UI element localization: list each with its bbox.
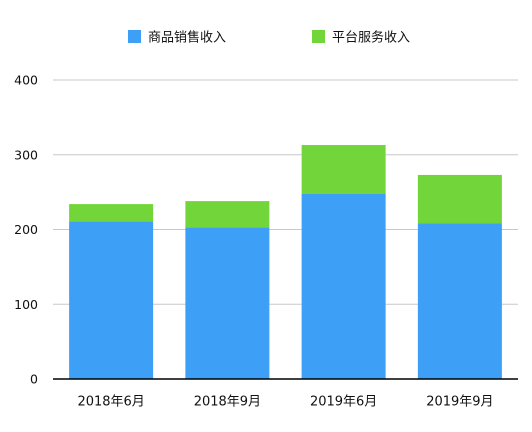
legend-label: 商品销售收入 [148, 30, 226, 46]
bar-group [301, 145, 386, 379]
x-tick-label: 2019年9月 [426, 395, 493, 410]
bar-segment-series-2 [417, 174, 502, 224]
y-tick-label: 100 [14, 297, 38, 312]
bar-group [185, 201, 270, 379]
y-tick-label: 200 [14, 222, 38, 237]
bar-group [69, 204, 154, 379]
bar-group [417, 174, 502, 379]
legend-item-2: 平台服务收入 [312, 30, 410, 46]
bar-segment-series-2 [185, 201, 270, 228]
bar-segment-series-1 [301, 193, 386, 379]
y-tick-label: 300 [14, 147, 38, 162]
bar-segment-series-2 [301, 145, 386, 194]
legend: 商品销售收入 平台服务收入 [128, 30, 410, 46]
bars [69, 145, 502, 379]
bar-segment-series-1 [417, 223, 502, 379]
bar-segment-series-1 [185, 227, 270, 379]
y-tick-label: 0 [30, 372, 38, 387]
axes: 2018年6月 2018年9月 2019年6月 2019年9月 [53, 378, 518, 410]
bar-segment-series-1 [69, 221, 154, 379]
legend-swatch [312, 30, 325, 43]
legend-swatch [128, 30, 141, 43]
legend-label: 平台服务收入 [332, 30, 410, 46]
x-tick-label: 2019年6月 [310, 395, 377, 410]
bar-segment-series-2 [69, 204, 154, 222]
x-tick-label: 2018年9月 [194, 395, 261, 410]
legend-item-1: 商品销售收入 [128, 30, 226, 46]
y-tick-label: 400 [14, 73, 38, 88]
x-tick-label: 2018年6月 [77, 395, 144, 410]
